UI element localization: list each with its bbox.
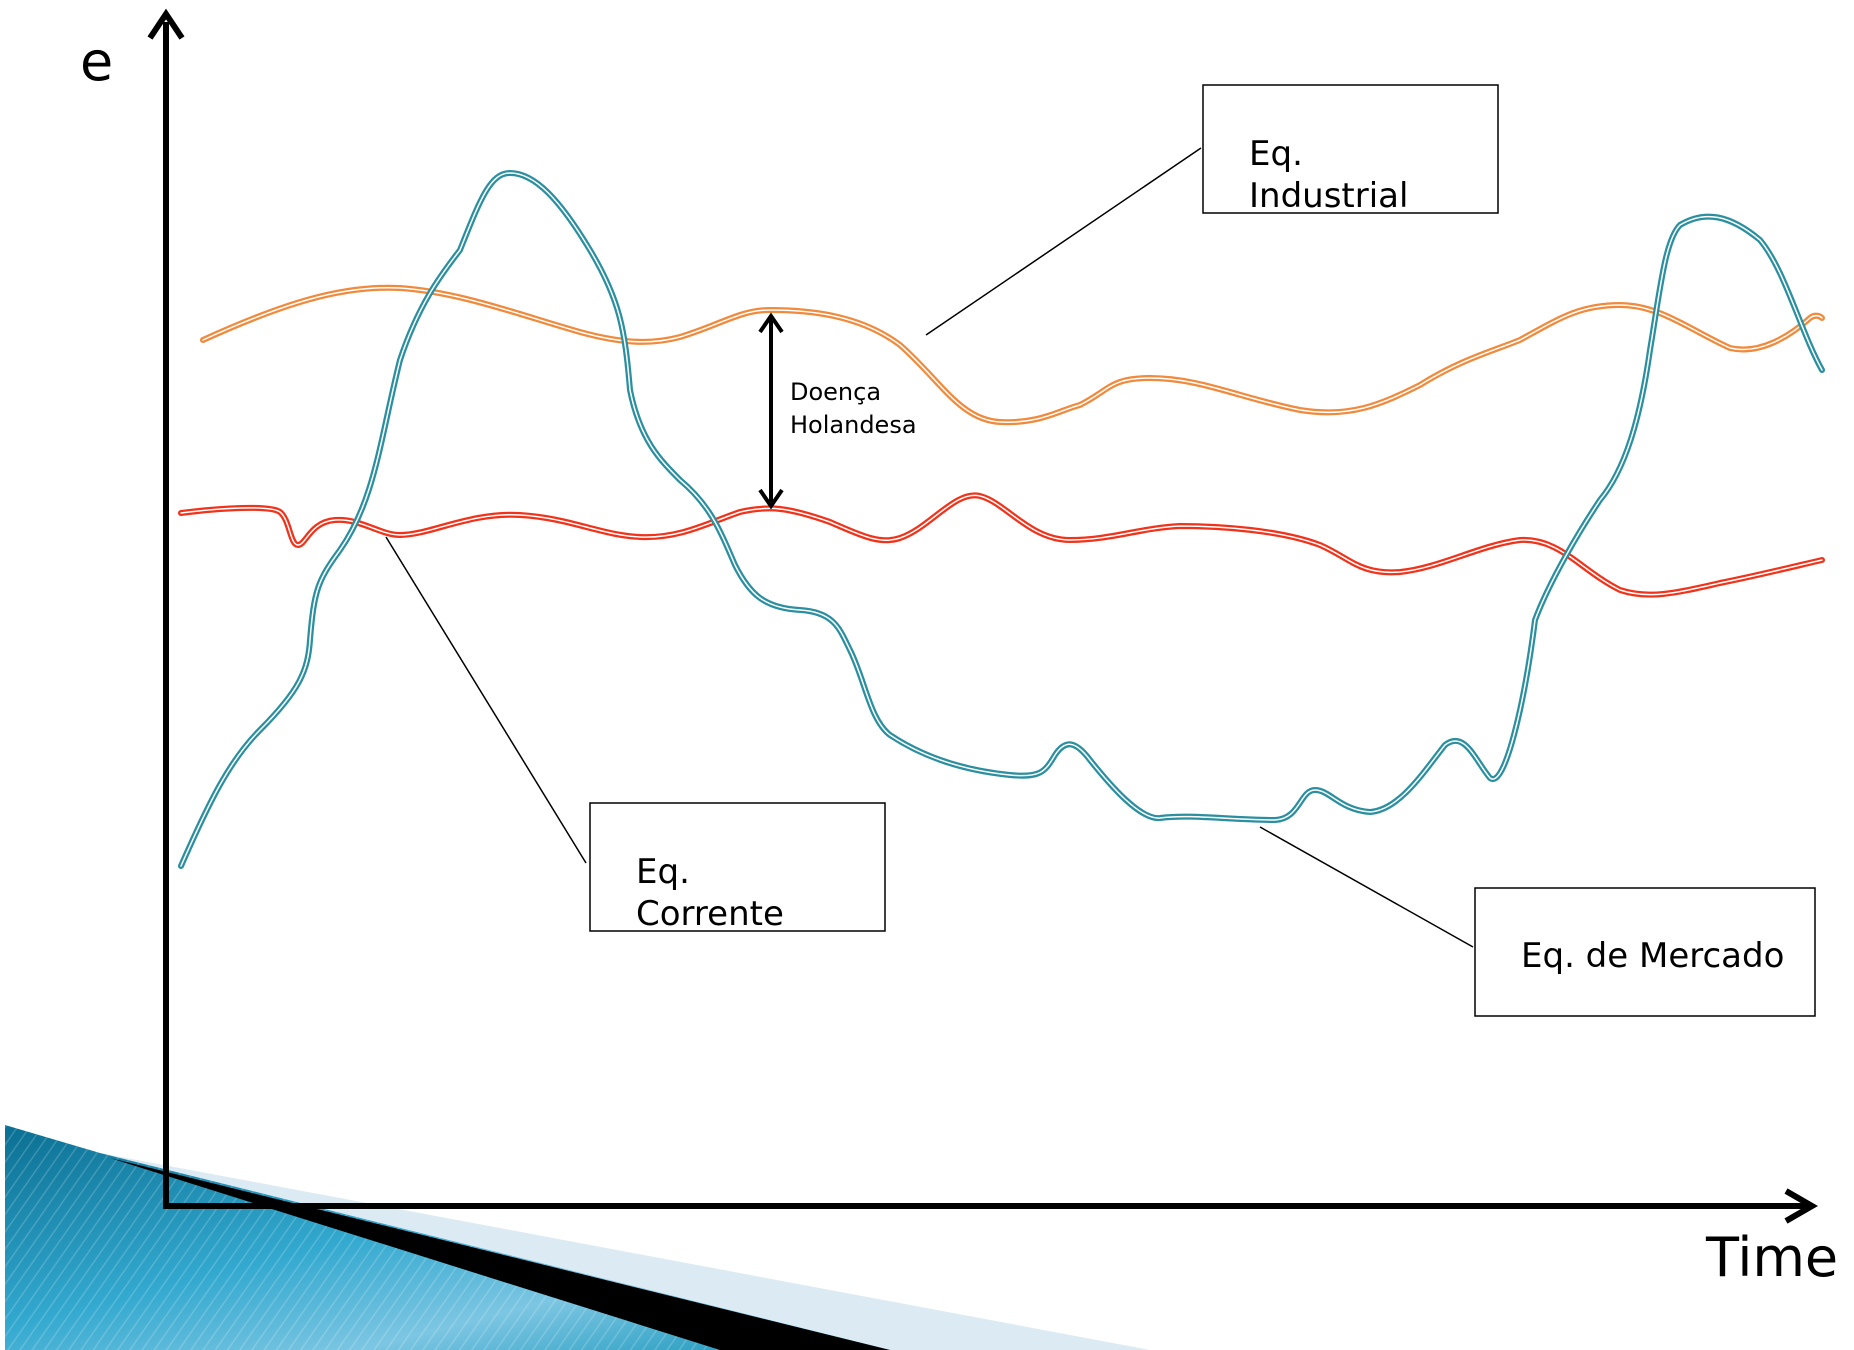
curve-mercado-inner (180, 172, 1823, 867)
label-mercado-text: Eq. de Mercado (1521, 936, 1784, 976)
x-axis-arrowhead (1784, 1188, 1819, 1224)
slide-decoration (5, 1125, 1150, 1350)
curve-corrente-inner (180, 494, 1823, 596)
y-axis-label: e (80, 30, 113, 93)
label-box-corrente-frame (589, 802, 886, 932)
gap-label: Doença Holandesa (790, 378, 917, 439)
decor-light-band (100, 1153, 1150, 1350)
label-box-corrente: Eq. Corrente (589, 802, 886, 934)
curve-industrial (200, 284, 1825, 426)
gap-arrow-head-top (758, 312, 784, 334)
label-industrial-text: Eq. Industrial (1249, 134, 1408, 216)
leader-lines (385, 147, 1474, 948)
curve-corrente-outer (178, 492, 1825, 598)
curve-mercado (178, 169, 1825, 869)
curve-mercado-outer (178, 169, 1825, 869)
curve-industrial-inner (202, 286, 1823, 423)
label-box-industrial-frame (1202, 84, 1499, 214)
label-corrente-text: Eq. Corrente (636, 852, 784, 934)
curve-industrial-outer (200, 284, 1825, 426)
gap-arrow-head-bottom (758, 488, 784, 510)
leader-mercado (1259, 826, 1474, 948)
label-box-mercado: Eq. de Mercado (1474, 887, 1816, 1017)
curve-corrente (178, 492, 1825, 598)
x-axis-label: Time (1705, 1226, 1838, 1289)
label-box-mercado-frame (1474, 887, 1816, 1017)
leader-industrial (925, 147, 1202, 336)
gap-arrow: Doença Holandesa (758, 312, 917, 510)
leader-corrente (385, 536, 587, 864)
axes: e Time (80, 8, 1838, 1289)
y-axis-arrowhead (147, 8, 185, 40)
decor-hatch (5, 1125, 890, 1350)
curves (178, 169, 1825, 869)
label-box-industrial: Eq. Industrial (1202, 84, 1499, 216)
